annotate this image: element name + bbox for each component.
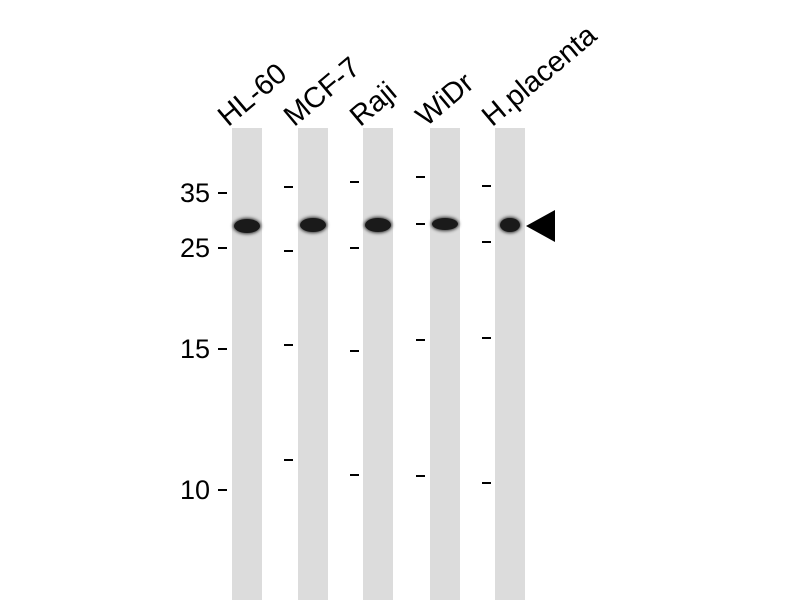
- mw-label: 15: [179, 334, 210, 364]
- mw-tick: [284, 250, 293, 252]
- mw-tick: [416, 475, 425, 477]
- mw-tick: [350, 474, 359, 476]
- mw-tick: [416, 339, 425, 341]
- mw-tick: [284, 459, 293, 461]
- mw-tick: [350, 181, 359, 183]
- mw-tick: [416, 223, 425, 225]
- mw-tick: [350, 350, 359, 352]
- lane: [430, 128, 460, 600]
- lane-label: MCF-7: [278, 51, 367, 133]
- lane-label: H.placenta: [476, 19, 603, 133]
- lane-label: HL-60: [212, 57, 294, 133]
- lane: [363, 128, 393, 600]
- mw-label: 25: [179, 233, 210, 263]
- band: [500, 218, 520, 232]
- mw-tick: [416, 176, 425, 178]
- mw-label: 35: [179, 178, 210, 208]
- band: [432, 218, 458, 230]
- mw-tick: [482, 337, 491, 339]
- mw-tick: [218, 247, 227, 249]
- mw-tick: [482, 482, 491, 484]
- mw-tick: [482, 185, 491, 187]
- band: [300, 218, 326, 232]
- left-pointing-triangle-icon: [526, 210, 555, 242]
- mw-label: 10: [179, 475, 210, 505]
- mw-tick: [218, 489, 227, 491]
- lane-label: WiDr: [410, 66, 480, 133]
- mw-tick: [482, 241, 491, 243]
- lane: [298, 128, 328, 600]
- band: [365, 218, 391, 232]
- mw-tick: [218, 348, 227, 350]
- lane: [495, 128, 525, 600]
- lane: [232, 128, 262, 600]
- band: [234, 219, 260, 233]
- mw-tick: [284, 344, 293, 346]
- mw-tick: [350, 247, 359, 249]
- mw-tick: [284, 186, 293, 188]
- mw-tick: [218, 192, 227, 194]
